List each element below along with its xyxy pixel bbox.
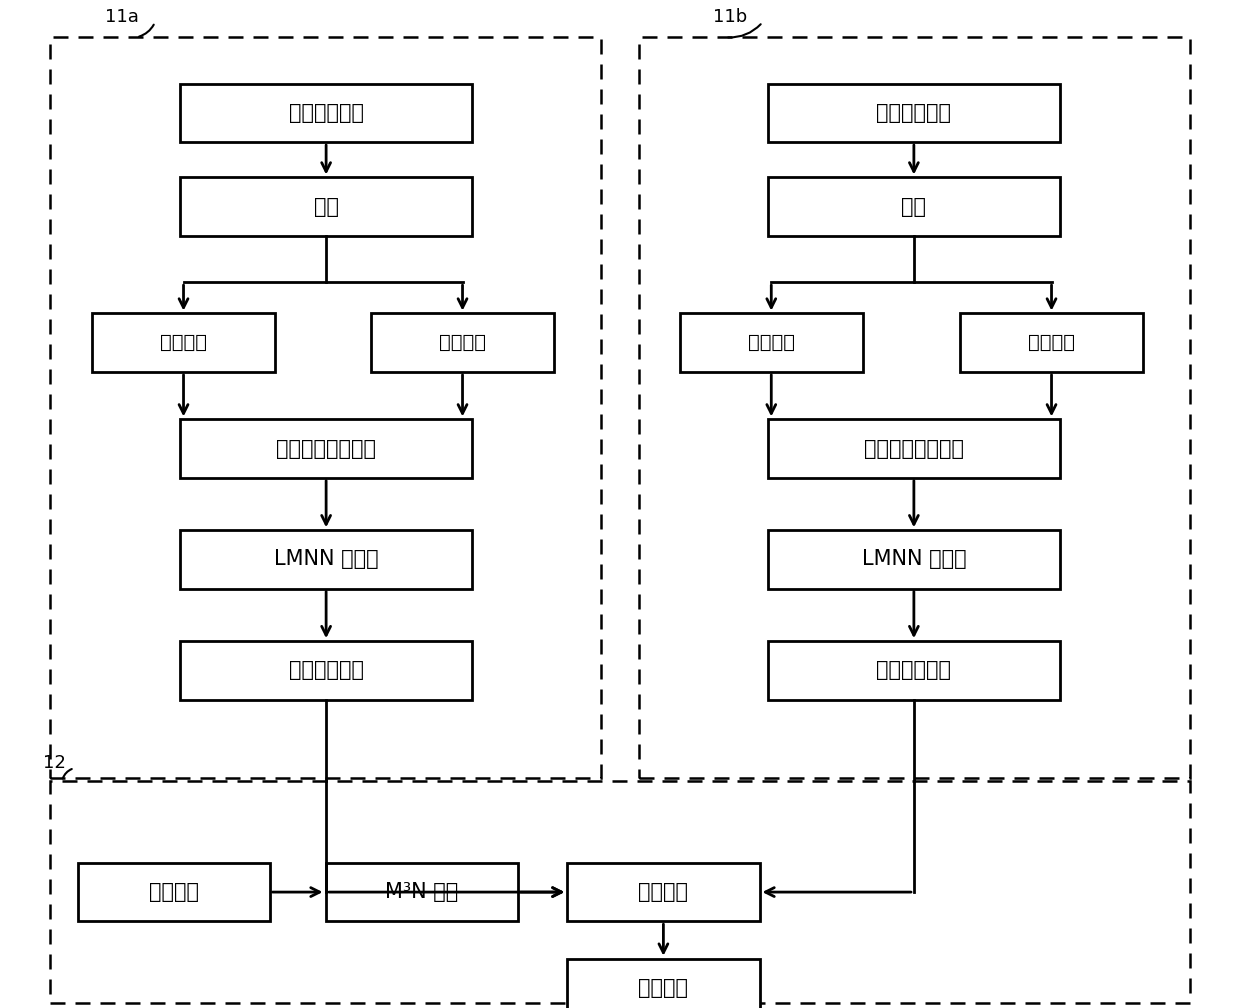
FancyBboxPatch shape: [181, 641, 471, 700]
Text: 第二个人: 第二个人: [439, 334, 486, 352]
FancyBboxPatch shape: [92, 313, 275, 372]
Text: 交互行为: 交互行为: [639, 978, 688, 998]
FancyBboxPatch shape: [768, 177, 1059, 236]
Text: 运动上下文描述符: 运动上下文描述符: [864, 438, 963, 459]
Text: 单人行为语义: 单人行为语义: [877, 660, 951, 680]
Text: 运动上下文描述符: 运动上下文描述符: [277, 438, 376, 459]
FancyBboxPatch shape: [181, 530, 471, 589]
Text: LMNN 分类器: LMNN 分类器: [862, 549, 966, 570]
FancyBboxPatch shape: [325, 863, 517, 921]
FancyBboxPatch shape: [768, 530, 1059, 589]
FancyBboxPatch shape: [78, 863, 270, 921]
Text: 第二个人: 第二个人: [1028, 334, 1075, 352]
FancyBboxPatch shape: [568, 959, 759, 1008]
FancyBboxPatch shape: [768, 84, 1059, 142]
FancyBboxPatch shape: [680, 313, 863, 372]
Text: M³N 模型: M³N 模型: [384, 882, 459, 902]
Text: 测试视频序列: 测试视频序列: [877, 103, 951, 123]
FancyBboxPatch shape: [768, 419, 1059, 478]
FancyBboxPatch shape: [181, 177, 471, 236]
FancyBboxPatch shape: [181, 419, 471, 478]
Text: 11a: 11a: [105, 8, 139, 26]
FancyBboxPatch shape: [768, 641, 1059, 700]
Text: 交互模型: 交互模型: [639, 882, 688, 902]
Text: 单人行为语义: 单人行为语义: [289, 660, 363, 680]
Text: 特征模板: 特征模板: [149, 882, 198, 902]
Text: 跟踪: 跟踪: [901, 197, 926, 217]
FancyBboxPatch shape: [960, 313, 1143, 372]
Text: 第一个人: 第一个人: [160, 334, 207, 352]
Text: 训练视频序列: 训练视频序列: [289, 103, 363, 123]
Text: 第一个人: 第一个人: [748, 334, 795, 352]
Text: LMNN 分类器: LMNN 分类器: [274, 549, 378, 570]
Text: 跟踪: 跟踪: [314, 197, 339, 217]
FancyBboxPatch shape: [181, 84, 471, 142]
FancyBboxPatch shape: [371, 313, 554, 372]
FancyBboxPatch shape: [568, 863, 759, 921]
Text: 11b: 11b: [713, 8, 748, 26]
Text: 12: 12: [43, 754, 66, 772]
